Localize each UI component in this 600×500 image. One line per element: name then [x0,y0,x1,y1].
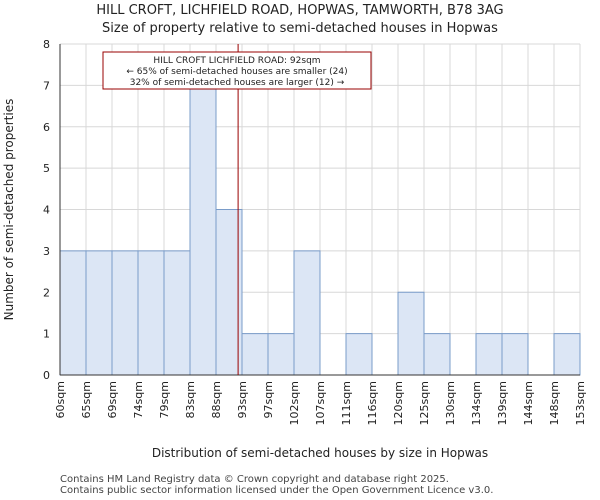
x-tick-label: 79sqm [158,381,171,418]
histogram-bar [293,250,321,376]
footer-line-1: Contains HM Land Registry data © Crown c… [60,474,449,485]
histogram-bar [137,250,165,376]
y-tick-label: 1 [43,328,50,341]
x-tick-label: 65sqm [80,381,93,418]
y-tick-label: 4 [43,204,50,217]
x-tick-label: 83sqm [184,381,197,418]
annotation-line-1: HILL CROFT LICHFIELD ROAD: 92sqm [153,56,320,66]
histogram-bar [501,333,529,376]
x-tick-label: 120sqm [392,381,405,425]
x-tick-label: 153sqm [574,381,587,425]
histogram-bar [267,333,295,376]
histogram-bar [345,333,373,376]
histogram-bar [553,333,581,376]
x-tick-label: 134sqm [470,381,483,425]
x-tick-label: 74sqm [132,381,145,418]
histogram-chart: 0 1 2 3 4 5 6 7 8 60sqm 65sqm 69sqm 74sqm 79sqm 83sqm 8… [2,38,587,460]
histogram-bar [111,250,139,376]
annotation-box: HILL CROFT LICHFIELD ROAD: 92sqm ← 65% o… [102,51,372,90]
histogram-bar [163,250,191,376]
x-tick-label: 125sqm [418,381,431,425]
annotation-line-2: ← 65% of semi-detached houses are smalle… [126,67,347,77]
x-tick-label: 116sqm [366,381,379,425]
x-tick-label: 102sqm [288,381,301,425]
histogram-bar [475,333,503,376]
histogram-bar [423,333,451,376]
x-tick-label: 148sqm [548,381,561,425]
y-tick-label: 6 [43,121,50,134]
y-tick-label: 8 [43,38,50,51]
x-tick-label: 97sqm [262,381,275,418]
x-tick-label: 144sqm [522,381,535,425]
histogram-bar [397,291,425,376]
y-tick-label: 2 [43,286,50,299]
x-tick-label: 88sqm [210,381,223,418]
x-axis-label: Distribution of semi-detached houses by … [152,446,488,460]
chart-subtitle: Size of property relative to semi-detach… [102,21,498,36]
x-tick-label: 93sqm [236,381,249,418]
chart-title: HILL CROFT, LICHFIELD ROAD, HOPWAS, TAMW… [96,3,504,18]
x-tick-label: 60sqm [54,381,67,418]
y-tick-label: 3 [43,245,50,258]
x-tick-label: 69sqm [106,381,119,418]
histogram-bar [241,333,269,376]
x-tick-label: 139sqm [496,381,509,425]
y-tick-label: 0 [43,369,50,382]
x-tick-label: 111sqm [340,381,353,425]
x-tick-label: 107sqm [314,381,327,425]
y-axis-label: Number of semi-detached properties [2,99,16,321]
histogram-bar [85,250,113,376]
y-tick-label: 7 [43,79,50,92]
annotation-line-3: 32% of semi-detached houses are larger (… [130,78,345,88]
histogram-bar [189,84,217,376]
x-tick-label: 130sqm [444,381,457,425]
footer-line-2: Contains public sector information licen… [60,485,494,496]
histogram-bar [59,250,87,376]
y-tick-label: 5 [43,162,50,175]
